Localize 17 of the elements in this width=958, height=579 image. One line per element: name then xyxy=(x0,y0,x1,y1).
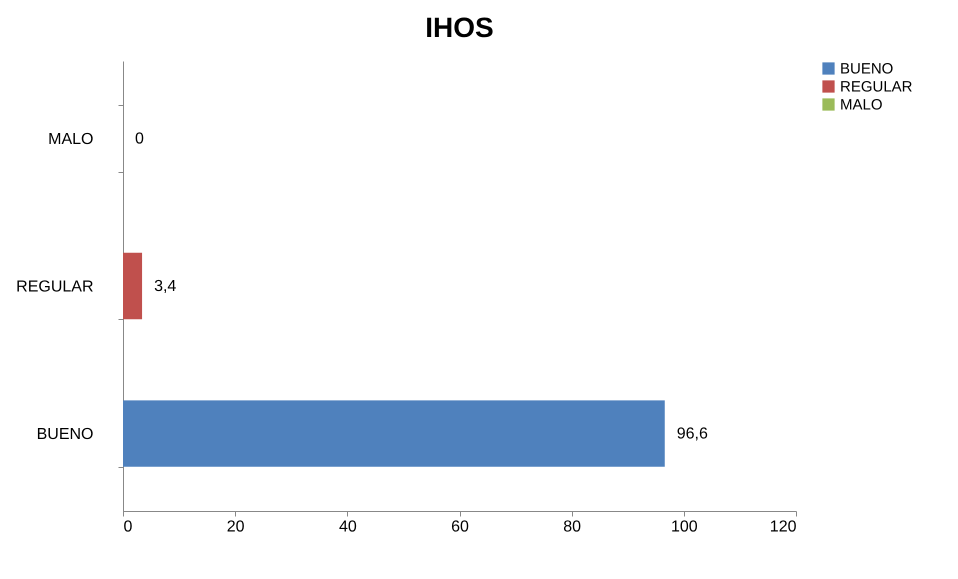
x-tick-label: 0 xyxy=(124,518,132,536)
y-tick-label: BUENO xyxy=(36,426,94,444)
x-tick-label: 60 xyxy=(451,518,469,536)
data-label: 0 xyxy=(135,130,144,148)
chart-title: IHOS xyxy=(425,12,494,43)
x-tick-label: 40 xyxy=(338,518,357,536)
y-tick-label: MALO xyxy=(48,130,94,148)
x-tick-label: 80 xyxy=(563,518,582,536)
data-label: 96,6 xyxy=(676,426,708,443)
legend-label: REGULAR xyxy=(840,78,913,96)
x-tick-label: 100 xyxy=(670,518,698,536)
x-tick-label: 20 xyxy=(226,518,245,536)
x-tick-label: 120 xyxy=(770,518,797,536)
legend-label: MALO xyxy=(840,96,883,114)
legend-label: BUENO xyxy=(840,60,894,78)
y-tick-label: REGULAR xyxy=(16,278,94,296)
data-label: 3,4 xyxy=(154,278,176,295)
